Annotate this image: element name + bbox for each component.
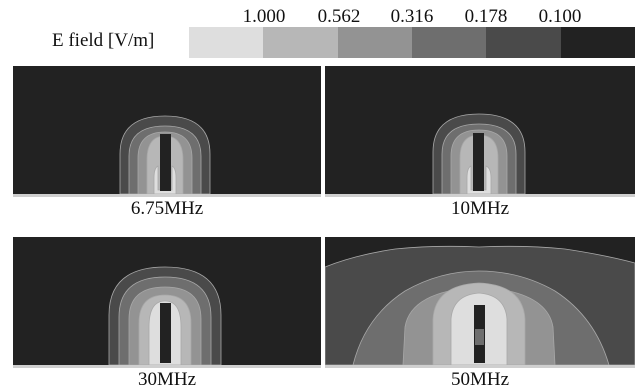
field-panel-50mhz bbox=[325, 237, 635, 368]
colorbar-swatch bbox=[263, 27, 338, 58]
field-panel-6-75mhz bbox=[13, 66, 321, 197]
panel-label: 6.75MHz bbox=[130, 198, 204, 219]
panel-label: 10MHz bbox=[450, 198, 510, 219]
field-panel-10mhz bbox=[325, 66, 635, 197]
field-map bbox=[13, 237, 321, 368]
legend-tick: 0.316 bbox=[390, 6, 434, 27]
panel-label: 50MHz bbox=[450, 369, 510, 390]
panel-label: 30MHz bbox=[137, 369, 197, 390]
field-panel-30mhz bbox=[13, 237, 321, 368]
field-map bbox=[13, 66, 321, 197]
colorbar-swatch bbox=[411, 27, 487, 58]
legend-tick: 1.000 bbox=[242, 6, 286, 27]
legend-title: E field [V/m] bbox=[52, 30, 155, 51]
legend-tick: 0.100 bbox=[538, 6, 582, 27]
legend-tick: 0.178 bbox=[464, 6, 508, 27]
colorbar-swatch bbox=[560, 27, 635, 58]
colorbar bbox=[189, 27, 635, 58]
legend-tick: 0.562 bbox=[317, 6, 361, 27]
colorbar-swatch bbox=[486, 27, 561, 58]
field-map bbox=[325, 237, 635, 368]
colorbar-swatch bbox=[337, 27, 412, 58]
colorbar-swatch bbox=[189, 27, 264, 58]
field-map bbox=[325, 66, 635, 197]
